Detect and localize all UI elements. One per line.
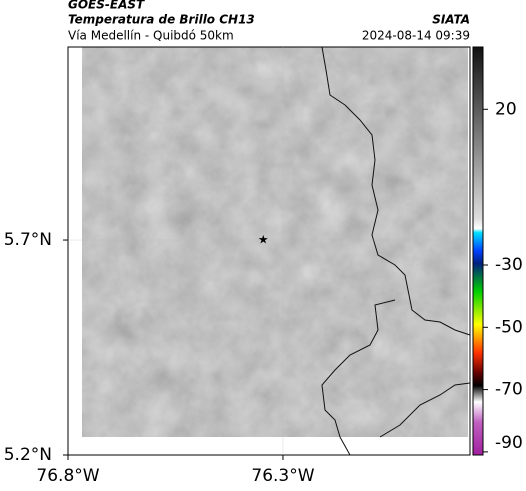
x-tick-label: 76.3°W (251, 466, 314, 486)
colorbar-tick-label: -70 (495, 380, 523, 400)
subtitle: Temperatura de Brillo CH13 (68, 13, 255, 27)
location-marker: ★ (258, 233, 269, 247)
title: GOES-EAST (68, 0, 145, 12)
border (379, 382, 471, 438)
y-tick-label: 5.2°N (4, 445, 52, 465)
x-tick-label: 76.8°W (36, 466, 99, 486)
map-frame (67, 46, 471, 456)
colorbar-tick-label: 20 (495, 99, 517, 119)
y-tick-label: 5.7°N (4, 230, 52, 250)
source: SIATA (432, 13, 470, 27)
colorbar-tick-label: -50 (495, 317, 523, 337)
datetime: 2024-08-14 09:39 (362, 29, 470, 43)
border (321, 299, 396, 456)
satellite-image (82, 47, 468, 437)
route: Vía Medellín - Quibdó 50km (68, 29, 234, 43)
colorbar-tick-label: -30 (495, 255, 523, 275)
border (321, 46, 471, 336)
colorbar (472, 46, 484, 456)
colorbar-tick-label: -90 (495, 433, 523, 453)
